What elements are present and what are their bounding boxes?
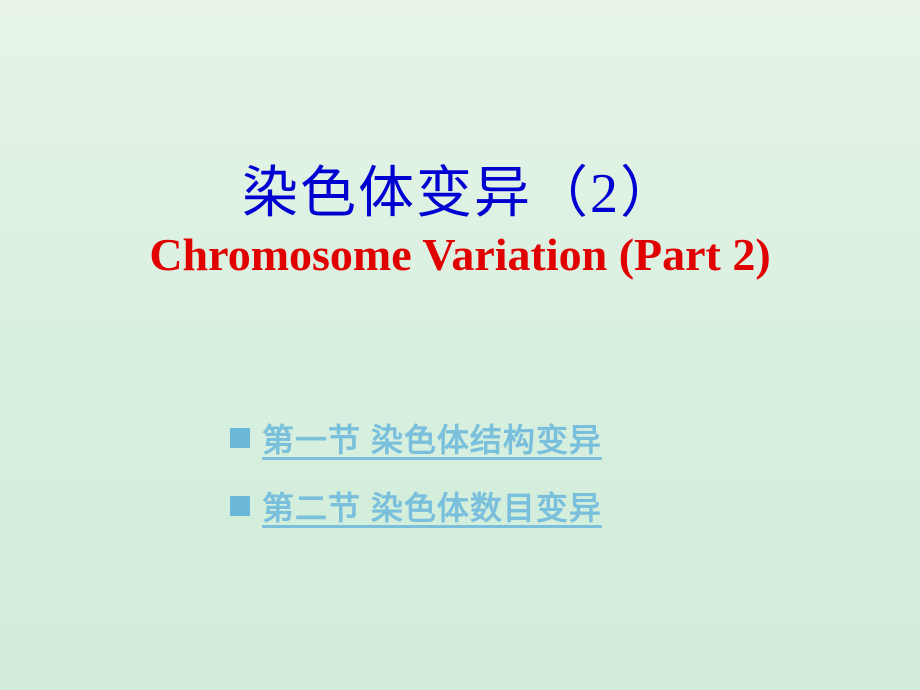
toc-item: 第二节 染色体数目变异 <box>230 483 602 529</box>
square-bullet-icon <box>230 496 250 516</box>
square-bullet-icon <box>230 428 250 448</box>
title-english: Chromosome Variation (Part 2) <box>0 228 920 281</box>
toc-item: 第一节 染色体结构变异 <box>230 415 602 461</box>
toc-link-section-2[interactable]: 第二节 染色体数目变异 <box>262 483 602 529</box>
toc-link-section-1[interactable]: 第一节 染色体结构变异 <box>262 415 602 461</box>
table-of-contents: 第一节 染色体结构变异 第二节 染色体数目变异 <box>230 415 602 551</box>
title-chinese: 染色体变异（2） <box>0 148 920 229</box>
slide: 染色体变异（2） Chromosome Variation (Part 2) 第… <box>0 0 920 690</box>
